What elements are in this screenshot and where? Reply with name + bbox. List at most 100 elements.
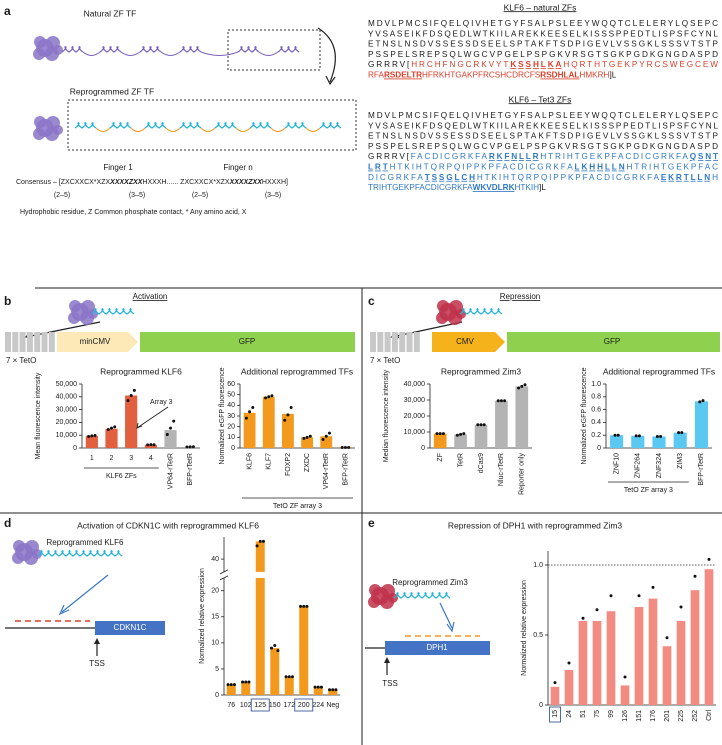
x-tick-label: 15: [552, 710, 559, 718]
annotation-arrow: [136, 406, 169, 429]
helix: [109, 122, 132, 129]
y-tick-label: 0.5: [533, 632, 543, 639]
data-point: [276, 649, 280, 653]
x-tick-label: KLF6: [246, 453, 253, 470]
y-tick-label: 50,000: [56, 381, 78, 388]
data-point: [567, 661, 571, 665]
operator-repeat: [5, 332, 11, 352]
arrow-head: [325, 75, 336, 86]
data-point: [609, 594, 613, 598]
diagram-title: Activation: [133, 292, 168, 301]
sequence-segment: EKRTLLN: [661, 173, 710, 182]
data-point: [305, 604, 309, 608]
bar: [474, 424, 488, 448]
x-tick-label: 201: [664, 710, 671, 722]
data-point: [503, 399, 507, 403]
bar: [610, 435, 624, 448]
data-point: [634, 434, 638, 438]
sequence-segment: WKVDLRK: [473, 183, 515, 192]
x-tick-label: 51: [580, 710, 587, 718]
sequence-line: ETNSLNSDVSSESSDSEELSPTAKFTSDPIGEVLVSSGKL…: [368, 132, 719, 141]
sequence-segment: YVSASEIKFDSQEDLWTKIILAREKKEESELKISSSPPED…: [368, 121, 718, 130]
sequence-segment: GRRRV[: [368, 152, 410, 161]
x-tick-label: 3: [129, 455, 133, 462]
y-tick-label: 40,000: [56, 394, 78, 401]
axis-break: [220, 571, 340, 578]
highlight-box: [250, 698, 270, 712]
spacing: (2–5): [54, 192, 70, 199]
sequence-segment: LRT: [368, 163, 388, 172]
y-tick-label: 40: [227, 402, 235, 409]
data-point: [616, 433, 620, 437]
data-point: [232, 683, 236, 687]
bar: [241, 681, 251, 695]
data-point: [244, 416, 248, 420]
data-point: [244, 680, 248, 684]
y-tick-label: 30: [227, 413, 235, 420]
data-point: [286, 413, 290, 417]
data-point: [110, 426, 113, 430]
bar: [606, 611, 616, 705]
data-point: [435, 432, 439, 436]
helix: [319, 122, 342, 129]
data-point: [287, 675, 291, 679]
x-tick-label: BFP-rTetR: [698, 453, 705, 486]
data-point: [479, 423, 483, 427]
data-point: [106, 427, 110, 431]
reporter-gene: [507, 332, 720, 352]
operator-label: 7 × TetO: [6, 356, 36, 365]
data-point: [698, 400, 702, 404]
operator-repeat: [413, 332, 420, 352]
panel-label: d: [4, 516, 11, 530]
data-point: [679, 605, 683, 609]
data-point: [290, 675, 294, 679]
sequence-segment: PSSPELSREPSQLWGCVPGELPSPGKVRSGTSGKPGDKGN…: [368, 142, 718, 151]
x-tick-label: 102: [240, 702, 252, 709]
x-tick-label: TetR: [457, 453, 464, 467]
sequence-segment: RSDELTR: [384, 71, 422, 80]
bar: [313, 687, 323, 695]
operator-repeat: [26, 332, 33, 352]
x-axis-label: TetO ZF array 3: [624, 487, 673, 494]
finger-label: Finger 1: [103, 163, 133, 172]
finger-label: Finger n: [223, 163, 252, 172]
data-point: [289, 405, 293, 409]
data-point: [226, 683, 230, 687]
sequence-segment: HFRKHTGAKPFRCSHCDRCFS: [422, 71, 541, 80]
bar: [454, 434, 467, 448]
x-tick-label: ZNF264: [635, 453, 642, 478]
data-point: [476, 423, 480, 427]
diagram-title: Natural ZF TF: [84, 8, 137, 18]
y-tick-label: 0.4: [591, 419, 601, 426]
protein-domain: [34, 116, 46, 128]
panel-title: Activation of CDKN1C with reprogrammed K…: [77, 520, 259, 530]
sequence-title: KLF6 – Tet3 ZFs: [509, 94, 572, 104]
dashed-box: [67, 99, 357, 151]
operator-repeat: [391, 332, 398, 352]
reporter-gene: [140, 332, 355, 352]
x-tick-label: 252: [692, 710, 699, 722]
x-tick-label: FOXP2: [285, 453, 292, 476]
linker: [305, 127, 321, 132]
sequence-line: GRRRV[HRCHFNGCRKVYT KSSHLKA HQRTHTGEKPYRCS…: [368, 60, 718, 69]
data-point: [319, 685, 323, 689]
y-tick-label: 0: [539, 702, 543, 709]
sequence-line: DICGRKFA TSSGLCH HTKIHTQRPQIPPKPFACDICGRKF…: [368, 173, 718, 182]
sequence-line: LRT HTKIHTQRPQIPPKPFACDICGRKFA LKHHLLN HTRI…: [368, 163, 718, 172]
sequence-segment: HMKRH: [579, 71, 609, 80]
y-tick-label: 0: [215, 692, 219, 699]
data-point: [229, 683, 233, 687]
x-tick-label: ZXDC: [304, 453, 311, 472]
data-point: [581, 616, 585, 620]
bar: [694, 401, 708, 448]
sequence-line: GRRRV[FACDICGRKFA RKFNLLR HTRIHTGEKPFACDIC…: [368, 152, 718, 161]
bar: [243, 412, 256, 448]
sequence-segment: ]L: [539, 183, 546, 192]
data-point: [613, 433, 617, 437]
x-tick-label: 126: [622, 710, 629, 722]
data-point: [328, 688, 332, 692]
sequence-segment: TRIHTGEKPFACDICGRKFA: [368, 183, 473, 192]
data-point: [93, 433, 97, 437]
bar: [620, 685, 630, 705]
operator-repeat: [399, 332, 406, 352]
